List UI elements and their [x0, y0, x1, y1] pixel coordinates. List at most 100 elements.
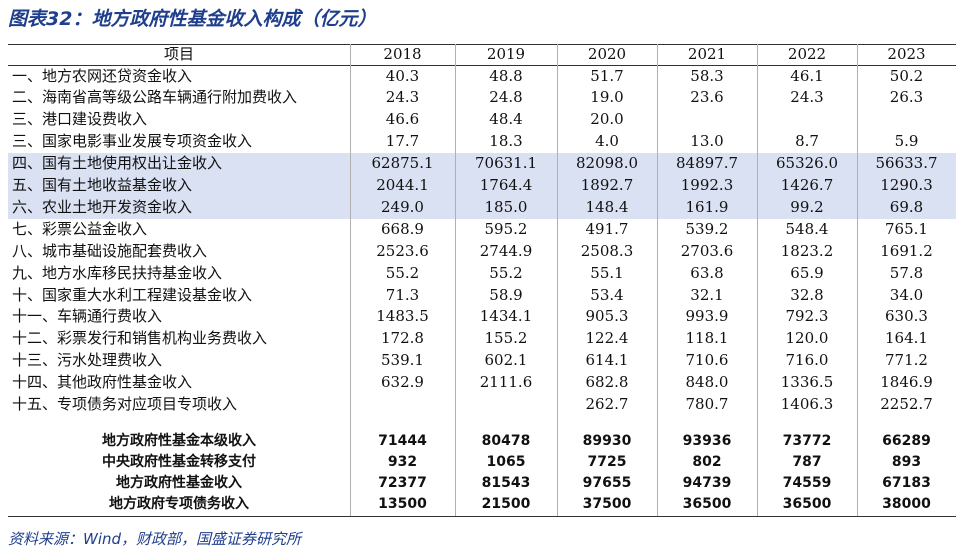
cell-value: 548.4 — [785, 219, 829, 238]
summary-value: 13500 — [378, 495, 427, 512]
column-divider — [657, 44, 658, 516]
cell-value: 62875.1 — [371, 154, 434, 173]
cell-value: 1426.7 — [780, 176, 834, 194]
cell-value: 58.9 — [489, 285, 523, 304]
cell-value: 148.4 — [585, 197, 629, 216]
cell-value: 1764.4 — [479, 176, 533, 194]
cell-value: 2044.1 — [376, 176, 429, 194]
cell-value: 13.0 — [690, 132, 724, 151]
cell-value: 20.0 — [590, 110, 624, 129]
row-label: 一、地方农网还贷资金收入 — [12, 66, 193, 85]
cell-value: 993.9 — [685, 307, 729, 326]
column-divider — [857, 44, 858, 516]
row-label: 十、国家重大水利工程建设基金收入 — [12, 285, 253, 304]
summary-value: 94739 — [682, 474, 732, 491]
cell-value: 69.8 — [889, 197, 924, 216]
cell-value: 614.1 — [585, 351, 629, 370]
cell-value: 24.8 — [489, 88, 523, 107]
cell-value: 172.8 — [381, 329, 424, 348]
row-label: 十二、彩票发行和销售机构业务费收入 — [12, 329, 268, 348]
column-header: 项目 — [163, 45, 194, 63]
summary-value: 38000 — [882, 495, 931, 512]
summary-value: 932 — [387, 453, 418, 470]
cell-value: 848.0 — [685, 373, 729, 392]
cell-value: 539.2 — [685, 219, 729, 238]
summary-value: 893 — [891, 453, 922, 470]
column-header: 2018 — [383, 45, 422, 63]
cell-value: 668.9 — [381, 219, 424, 238]
cell-value: 55.2 — [385, 263, 420, 282]
summary-value: 81543 — [481, 474, 531, 491]
cell-value: 48.4 — [489, 110, 523, 129]
summary-value: 37500 — [582, 495, 632, 512]
row-label: 七、彩票公益金收入 — [12, 219, 148, 238]
cell-value: 249.0 — [381, 197, 424, 216]
summary-value: 66289 — [882, 432, 931, 449]
cell-value: 34.0 — [889, 285, 924, 304]
column-header: 2022 — [787, 45, 827, 63]
cell-value: 2744.9 — [479, 241, 533, 260]
summary-label: 地方政府性基金本级收入 — [102, 432, 256, 449]
cell-value: 53.4 — [590, 285, 624, 304]
cell-value: 155.2 — [484, 329, 528, 348]
cell-value: 262.7 — [585, 395, 629, 413]
cell-value: 18.3 — [489, 132, 523, 151]
summary-value: 80478 — [481, 432, 531, 449]
cell-value: 32.1 — [690, 285, 724, 304]
summary-value: 67183 — [882, 474, 931, 491]
cell-value: 1336.5 — [780, 373, 834, 392]
summary-value: 787 — [792, 453, 822, 470]
cell-value: 632.9 — [381, 373, 424, 392]
cell-value: 23.6 — [690, 88, 724, 107]
cell-value: 161.9 — [685, 197, 729, 216]
cell-value: 1290.3 — [880, 176, 933, 194]
cell-value: 51.7 — [590, 66, 624, 85]
header-top-line — [8, 44, 956, 45]
cell-value: 792.3 — [785, 307, 829, 326]
cell-value: 1406.3 — [780, 395, 834, 413]
summary-value: 21500 — [481, 495, 531, 512]
cell-value: 8.7 — [795, 132, 819, 151]
cell-value: 71.3 — [385, 285, 420, 304]
cell-value: 2523.6 — [376, 241, 429, 260]
cell-value: 70631.1 — [474, 154, 538, 173]
row-label: 九、地方水库移民扶持基金收入 — [12, 263, 223, 282]
cell-value: 26.3 — [889, 88, 924, 107]
cell-value: 1992.3 — [680, 176, 734, 194]
cell-value: 1823.2 — [780, 241, 834, 260]
column-divider — [455, 44, 456, 516]
row-highlight — [8, 153, 956, 219]
summary-value: 36500 — [682, 495, 732, 512]
cell-value: 58.3 — [690, 66, 724, 85]
summary-label: 地方政府性基金收入 — [116, 474, 242, 491]
source-note: 资料来源：Wind，财政部，国盛证券研究所 — [8, 530, 302, 548]
cell-value: 99.2 — [790, 197, 824, 216]
summary-value: 72377 — [378, 474, 427, 491]
cell-value: 630.3 — [885, 307, 928, 326]
cell-value: 118.1 — [685, 329, 729, 348]
row-label: 三、港口建设费收入 — [12, 110, 148, 129]
cell-value: 1434.1 — [479, 307, 533, 326]
cell-value: 716.0 — [785, 351, 829, 370]
cell-value: 1846.9 — [880, 373, 933, 392]
cell-value: 710.6 — [685, 351, 729, 370]
cell-value: 5.9 — [894, 132, 919, 151]
column-header: 2019 — [486, 45, 526, 63]
cell-value: 602.1 — [484, 351, 528, 370]
cell-value: 40.3 — [385, 66, 420, 85]
row-label: 十一、车辆通行费收入 — [12, 307, 163, 326]
row-label: 六、农业土地开发资金收入 — [12, 197, 193, 216]
summary-value: 1065 — [486, 453, 526, 470]
cell-value: 24.3 — [790, 88, 824, 107]
cell-value: 2703.6 — [680, 241, 734, 260]
row-label: 十五、专项债务对应项目专项收入 — [12, 395, 238, 413]
column-divider — [557, 44, 558, 516]
cell-value: 595.2 — [484, 219, 528, 238]
cell-value: 682.8 — [585, 373, 629, 392]
cell-value: 122.4 — [585, 329, 629, 348]
row-label: 五、国有土地收益基金收入 — [12, 176, 193, 194]
cell-value: 185.0 — [484, 197, 528, 216]
cell-value: 1691.2 — [880, 241, 933, 260]
cell-value: 1892.7 — [580, 176, 634, 194]
cell-value: 46.1 — [790, 66, 824, 85]
